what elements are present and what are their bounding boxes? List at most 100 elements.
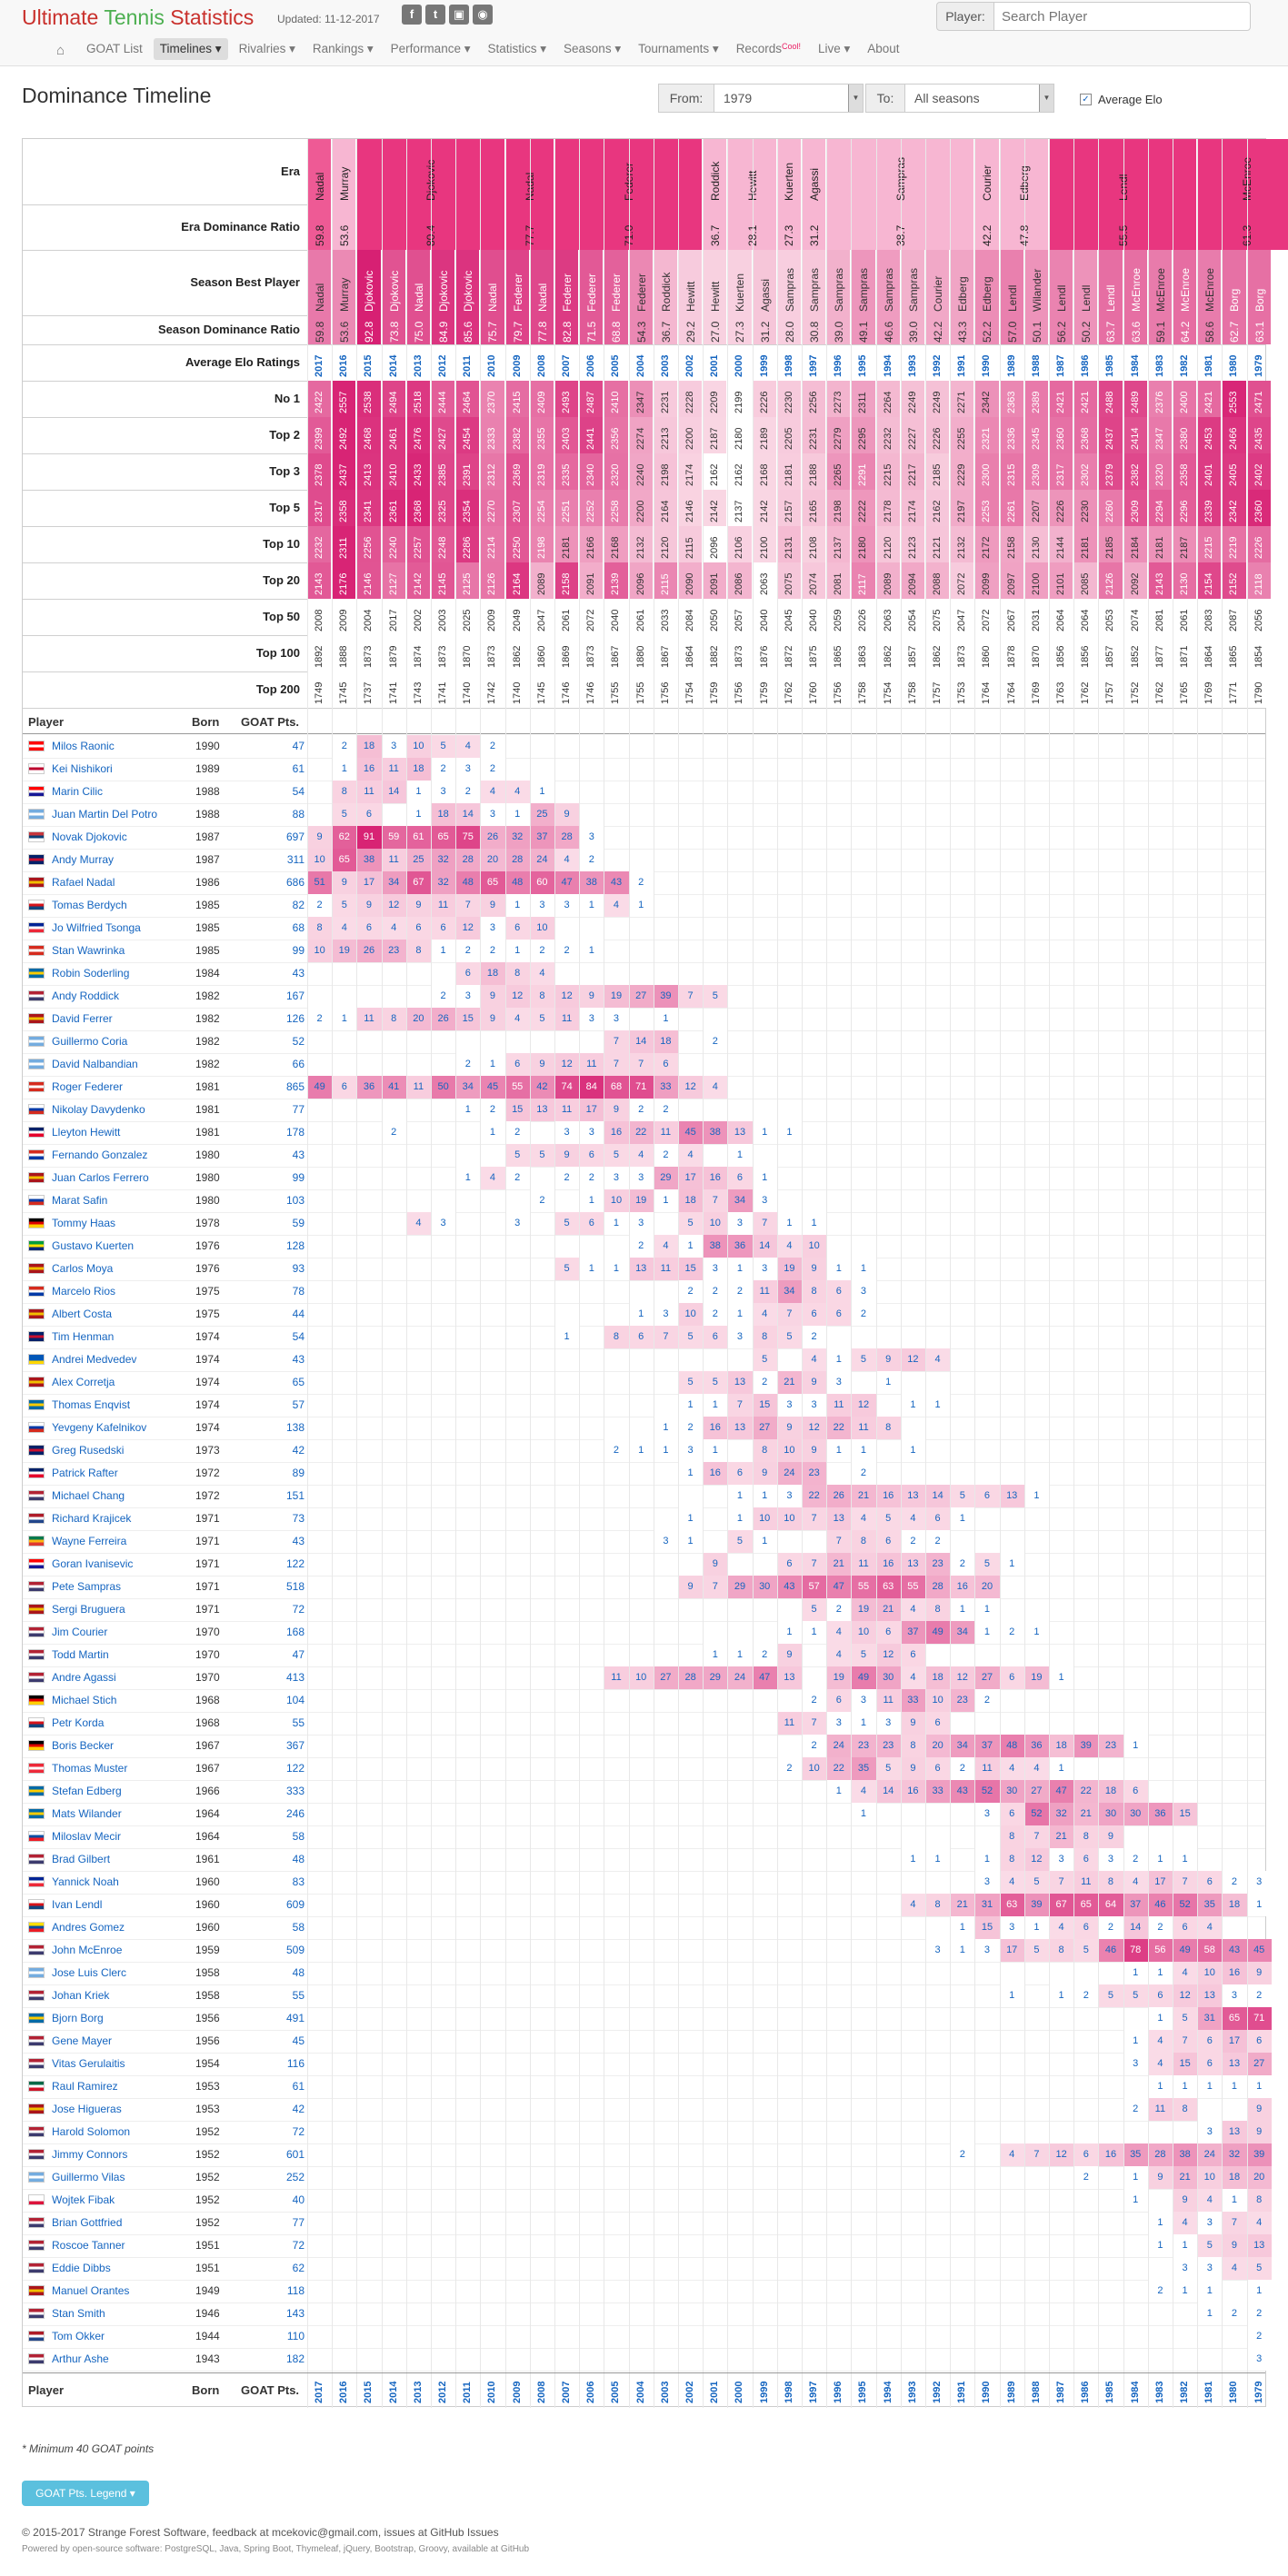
goat-value-cell[interactable]: 51 — [314, 877, 325, 888]
goat-value-cell[interactable]: 7 — [762, 1218, 768, 1228]
goat-value-cell[interactable]: 9 — [687, 1581, 694, 1592]
goat-value-cell[interactable]: 3 — [588, 1127, 594, 1138]
player-goat-points[interactable]: 865 — [285, 1080, 305, 1093]
goat-value-cell[interactable]: 9 — [1231, 2240, 1238, 2251]
goat-value-cell[interactable]: 1 — [959, 1944, 965, 1955]
goat-value-cell[interactable]: 8 — [1107, 1876, 1114, 1887]
goat-value-cell[interactable]: 28 — [512, 854, 524, 865]
season-best-player[interactable]: Nadal — [412, 283, 425, 312]
goat-value-cell[interactable]: 12 — [808, 1422, 820, 1433]
player-goat-points[interactable]: 54 — [292, 785, 305, 798]
goat-value-cell[interactable]: 24 — [1203, 2149, 1215, 2160]
goat-value-cell[interactable]: 6 — [1157, 1990, 1163, 2001]
goat-value-cell[interactable]: 13 — [635, 1263, 647, 1274]
goat-value-cell[interactable]: 6 — [1083, 1922, 1089, 1933]
goat-value-cell[interactable]: 6 — [415, 922, 422, 933]
goat-value-cell[interactable]: 37 — [981, 1740, 993, 1751]
goat-value-cell[interactable]: 5 — [712, 990, 718, 1001]
goat-value-cell[interactable]: 11 — [1081, 1876, 1092, 1887]
goat-value-cell[interactable]: 1 — [464, 1104, 471, 1115]
player-goat-points[interactable]: 58 — [292, 1921, 305, 1934]
goat-value-cell[interactable]: 13 — [833, 1513, 844, 1524]
goat-value-cell[interactable]: 4 — [514, 786, 521, 797]
player-name-link[interactable]: Milos Raonic — [52, 740, 115, 752]
goat-value-cell[interactable]: 1 — [638, 1308, 644, 1319]
goat-value-cell[interactable]: 8 — [811, 1286, 817, 1297]
season-year-link[interactable]: 2004 — [634, 2381, 646, 2403]
goat-value-cell[interactable]: 39 — [1031, 1899, 1043, 1910]
goat-value-cell[interactable]: 6 — [811, 1308, 817, 1319]
goat-value-cell[interactable]: 17 — [1154, 1876, 1166, 1887]
goat-value-cell[interactable]: 46 — [1154, 1899, 1166, 1910]
goat-value-cell[interactable]: 6 — [736, 1467, 744, 1478]
menu-item-9[interactable]: Live ▾ — [817, 42, 851, 55]
goat-value-cell[interactable]: 1 — [712, 1445, 718, 1456]
goat-value-cell[interactable]: 3 — [588, 831, 594, 842]
goat-value-cell[interactable]: 9 — [712, 1558, 718, 1569]
goat-value-cell[interactable]: 3 — [464, 763, 471, 774]
goat-value-cell[interactable]: 5 — [811, 1604, 817, 1615]
player-goat-points[interactable]: 118 — [286, 2284, 305, 2297]
goat-value-cell[interactable]: 11 — [364, 786, 374, 797]
player-goat-points[interactable]: 491 — [285, 2012, 305, 2024]
goat-value-cell[interactable]: 4 — [835, 1649, 842, 1660]
goat-value-cell[interactable]: 14 — [759, 1240, 771, 1251]
goat-value-cell[interactable]: 4 — [1256, 2217, 1263, 2228]
player-goat-points[interactable]: 116 — [286, 2057, 305, 2070]
goat-value-cell[interactable]: 47 — [1055, 1785, 1067, 1796]
goat-value-cell[interactable]: 49 — [1179, 1944, 1191, 1955]
season-best-player[interactable]: Federer — [634, 273, 648, 312]
goat-value-cell[interactable]: 4 — [464, 741, 471, 751]
goat-value-cell[interactable]: 65 — [486, 877, 499, 888]
goat-value-cell[interactable]: 1 — [638, 1445, 644, 1456]
player-name-link[interactable]: David Ferrer — [52, 1012, 113, 1025]
goat-value-cell[interactable]: 10 — [808, 1763, 820, 1774]
goat-value-cell[interactable]: 14 — [635, 1036, 647, 1047]
home-icon[interactable]: ⌂ — [56, 43, 65, 58]
season-best-player[interactable]: Lendl — [1005, 284, 1019, 312]
player-goat-points[interactable]: 143 — [285, 2307, 305, 2320]
goat-value-cell[interactable]: 3 — [1256, 2353, 1263, 2364]
season-year-link[interactable]: 2015 — [363, 354, 374, 377]
menu-item-0[interactable]: GOAT List — [86, 42, 143, 55]
goat-value-cell[interactable]: 19 — [1031, 1672, 1043, 1683]
goat-value-cell[interactable]: 2 — [539, 1195, 545, 1206]
player-name-link[interactable]: Carlos Moya — [52, 1262, 114, 1275]
season-year-link[interactable]: 2003 — [659, 354, 671, 377]
player-goat-points[interactable]: 104 — [285, 1694, 305, 1706]
goat-value-cell[interactable]: 8 — [613, 1331, 620, 1342]
player-name-link[interactable]: Johan Kriek — [52, 1989, 110, 2002]
goat-value-cell[interactable]: 43 — [956, 1785, 968, 1796]
player-goat-points[interactable]: 57 — [292, 1398, 305, 1411]
player-name-link[interactable]: Petr Korda — [52, 1716, 105, 1729]
season-best-player[interactable]: Agassi — [758, 278, 772, 312]
player-name-link[interactable]: Fernando Gonzalez — [52, 1149, 148, 1161]
goat-value-cell[interactable]: 13 — [784, 1672, 795, 1683]
goat-value-cell[interactable]: 1 — [663, 1195, 669, 1206]
goat-value-cell[interactable]: 1 — [1133, 2035, 1139, 2046]
season-best-player[interactable]: McEnroe — [1129, 267, 1143, 312]
goat-value-cell[interactable]: 29 — [734, 1581, 746, 1592]
goat-value-cell[interactable]: 7 — [1231, 2217, 1238, 2228]
goat-value-cell[interactable]: 2 — [514, 1127, 521, 1138]
twitter-icon[interactable]: t — [425, 5, 445, 25]
goat-value-cell[interactable]: 4 — [489, 1172, 496, 1183]
season-year-link[interactable]: 1994 — [882, 354, 894, 377]
season-best-player[interactable]: Borg — [1228, 288, 1242, 312]
player-name-link[interactable]: Arthur Ashe — [52, 2352, 109, 2365]
player-name-link[interactable]: Andre Agassi — [52, 1671, 116, 1684]
goat-value-cell[interactable]: 4 — [786, 1240, 793, 1251]
goat-value-cell[interactable]: 15 — [1179, 1808, 1191, 1819]
goat-value-cell[interactable]: 9 — [1107, 1831, 1114, 1842]
goat-value-cell[interactable]: 6 — [1083, 2149, 1089, 2160]
goat-value-cell[interactable]: 3 — [1009, 1922, 1015, 1933]
goat-value-cell[interactable]: 1 — [934, 1399, 941, 1410]
goat-value-cell[interactable]: 16 — [709, 1172, 721, 1183]
goat-value-cell[interactable]: 1 — [687, 1536, 694, 1547]
goat-value-cell[interactable]: 1 — [1206, 2308, 1213, 2319]
goat-value-cell[interactable]: 3 — [885, 1717, 892, 1728]
goat-value-cell[interactable]: 18 — [1228, 2172, 1241, 2183]
goat-value-cell[interactable]: 6 — [1083, 1854, 1089, 1865]
goat-value-cell[interactable]: 3 — [762, 1195, 768, 1206]
season-year-link[interactable]: 2010 — [486, 354, 498, 377]
